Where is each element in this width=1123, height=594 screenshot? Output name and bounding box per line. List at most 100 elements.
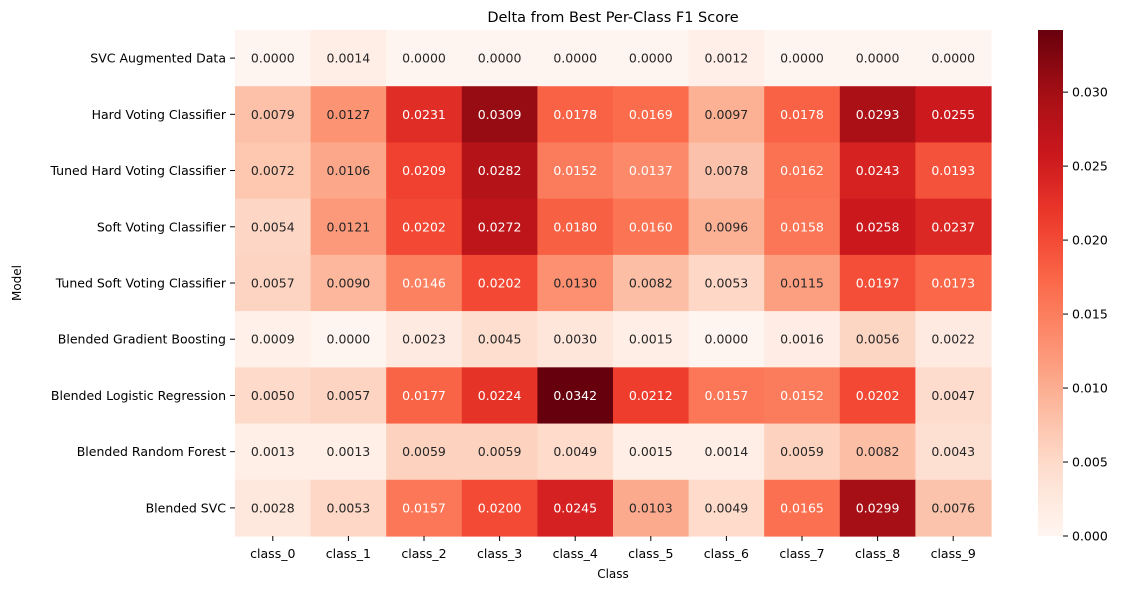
cell-label: 0.0197 bbox=[856, 276, 900, 291]
heatmap-cell bbox=[310, 86, 387, 144]
cell-label: 0.0059 bbox=[402, 444, 446, 459]
cell-label: 0.0299 bbox=[856, 500, 900, 515]
heatmap-cell bbox=[235, 30, 312, 87]
cell-label: 0.0023 bbox=[402, 332, 446, 347]
cell-label: 0.0000 bbox=[705, 332, 749, 347]
cell-label: 0.0162 bbox=[780, 163, 824, 178]
cell-label: 0.0178 bbox=[553, 107, 597, 122]
heatmap-cell bbox=[235, 367, 312, 425]
y-tick-label: Tuned Soft Voting Classifier bbox=[55, 276, 227, 291]
heatmap-cell bbox=[461, 86, 538, 144]
heatmap-cell bbox=[461, 30, 538, 87]
cell-label: 0.0028 bbox=[251, 500, 295, 515]
cell-label: 0.0231 bbox=[402, 107, 446, 122]
heatmap-cell bbox=[613, 479, 690, 537]
x-tick-label: class_8 bbox=[855, 546, 900, 561]
cell-label: 0.0202 bbox=[478, 276, 522, 291]
heatmap-cell bbox=[688, 479, 765, 537]
y-tick-label: Tuned Hard Voting Classifier bbox=[49, 163, 226, 178]
heatmap-cell bbox=[461, 254, 538, 312]
heatmap-cell bbox=[764, 479, 841, 537]
heatmap-cell bbox=[688, 86, 765, 144]
y-axis-label: Model bbox=[10, 265, 24, 301]
cell-label: 0.0014 bbox=[705, 444, 749, 459]
colorbar-ticks: 0.000 0.005 0.010 0.015 0.020 0.025 0.030 bbox=[1063, 85, 1108, 544]
cell-label: 0.0173 bbox=[931, 276, 975, 291]
cell-label: 0.0000 bbox=[856, 51, 900, 66]
heatmap-cell bbox=[537, 86, 614, 144]
cell-label: 0.0202 bbox=[402, 219, 446, 234]
cell-label: 0.0272 bbox=[478, 219, 522, 234]
heatmap-cell bbox=[386, 198, 463, 256]
cell-label: 0.0015 bbox=[629, 444, 673, 459]
cell-label: 0.0152 bbox=[553, 163, 597, 178]
heatmap-cell bbox=[764, 423, 841, 481]
heatmap-cell bbox=[839, 142, 916, 200]
heatmap-cell bbox=[386, 479, 463, 537]
heatmap-cell bbox=[915, 198, 992, 256]
heatmap-cell bbox=[613, 30, 690, 87]
heatmap-cell bbox=[235, 254, 312, 312]
cell-label: 0.0000 bbox=[931, 51, 975, 66]
cell-label: 0.0282 bbox=[478, 163, 522, 178]
heatmap-cell bbox=[839, 423, 916, 481]
cell-label: 0.0047 bbox=[931, 388, 975, 403]
heatmap-cell bbox=[839, 198, 916, 256]
heatmap-cell bbox=[915, 423, 992, 481]
cell-label: 0.0212 bbox=[629, 388, 673, 403]
cell-label: 0.0022 bbox=[931, 332, 975, 347]
cell-label: 0.0012 bbox=[705, 51, 749, 66]
heatmap-cell bbox=[764, 86, 841, 144]
heatmap-cell bbox=[688, 311, 765, 368]
x-tick-label: class_5 bbox=[628, 546, 673, 561]
heatmap-cell bbox=[688, 423, 765, 481]
cell-label: 0.0079 bbox=[251, 107, 295, 122]
heatmap-cell bbox=[537, 198, 614, 256]
cell-label: 0.0057 bbox=[251, 276, 295, 291]
cell-label: 0.0293 bbox=[856, 107, 900, 122]
x-tick-label: class_6 bbox=[704, 546, 749, 561]
cell-label: 0.0090 bbox=[327, 276, 371, 291]
cell-label: 0.0000 bbox=[402, 51, 446, 66]
cell-label: 0.0013 bbox=[327, 444, 371, 459]
cell-label: 0.0078 bbox=[705, 163, 749, 178]
cell-label: 0.0000 bbox=[780, 51, 824, 66]
cell-label: 0.0053 bbox=[705, 276, 749, 291]
cell-label: 0.0202 bbox=[856, 388, 900, 403]
cell-label: 0.0103 bbox=[629, 500, 673, 515]
cell-label: 0.0180 bbox=[553, 219, 597, 234]
heatmap-cell bbox=[688, 142, 765, 200]
heatmap-cell bbox=[839, 367, 916, 425]
heatmap-cell bbox=[461, 423, 538, 481]
x-tick-label: class_2 bbox=[401, 546, 446, 561]
heatmap-cell bbox=[537, 367, 614, 425]
heatmap-cell bbox=[764, 311, 841, 368]
x-axis: class_0 class_1 class_2 class_3 class_4 class… bbox=[250, 536, 976, 561]
cell-label: 0.0146 bbox=[402, 276, 446, 291]
heatmap-cell bbox=[235, 142, 312, 200]
heatmap-cell bbox=[915, 86, 992, 144]
cell-label: 0.0255 bbox=[931, 107, 975, 122]
cell-label: 0.0057 bbox=[327, 388, 371, 403]
cell-label: 0.0130 bbox=[553, 276, 597, 291]
x-axis-label: Class bbox=[597, 567, 629, 581]
cell-label: 0.0045 bbox=[478, 332, 522, 347]
heatmap-cell bbox=[310, 254, 387, 312]
cell-label: 0.0115 bbox=[780, 276, 824, 291]
heatmap-cell bbox=[764, 198, 841, 256]
heatmap-cell bbox=[688, 254, 765, 312]
heatmap-cell bbox=[386, 367, 463, 425]
heatmap-cell bbox=[310, 198, 387, 256]
heatmap-cell bbox=[613, 198, 690, 256]
heatmap-cell bbox=[613, 86, 690, 144]
cell-label: 0.0000 bbox=[629, 51, 673, 66]
heatmap-cell bbox=[839, 86, 916, 144]
heatmap-cell bbox=[613, 254, 690, 312]
cell-label: 0.0157 bbox=[402, 500, 446, 515]
cell-label: 0.0059 bbox=[478, 444, 522, 459]
heatmap-cell bbox=[310, 423, 387, 481]
heatmap-cell bbox=[386, 254, 463, 312]
cell-label: 0.0013 bbox=[251, 444, 295, 459]
heatmap-cell bbox=[461, 142, 538, 200]
